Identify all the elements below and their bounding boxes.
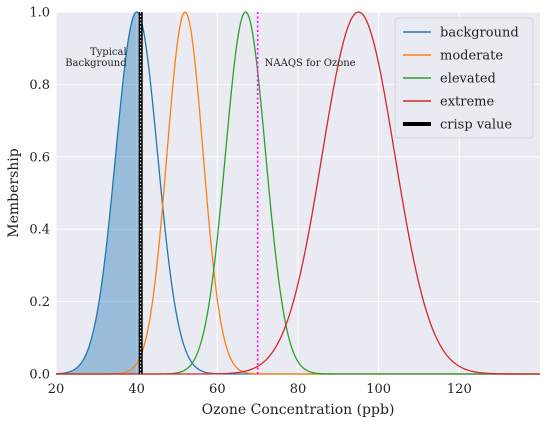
reference-layer: NAAQS for Ozone — [256, 12, 356, 374]
naaqs-reference-label: NAAQS for Ozone — [265, 58, 356, 69]
legend-label: elevated — [440, 72, 496, 87]
y-tick-label: 0.6 — [29, 150, 50, 165]
y-axis-label: Membership — [6, 148, 22, 238]
series-line-extreme — [56, 11, 540, 375]
x-tick-label: 40 — [128, 382, 145, 397]
legend: background moderate elevated extreme crisp v… — [394, 17, 534, 139]
annotation-typical-background-line: Background — [65, 58, 127, 69]
background-fill-area — [56, 12, 141, 374]
legend-label: moderate — [440, 49, 503, 64]
x-tick-label: 120 — [447, 382, 472, 397]
x-tick-label: 80 — [290, 382, 307, 397]
y-tick-label: 0.0 — [29, 368, 50, 383]
x-axis-label: Ozone Concentration (ppb) — [202, 402, 395, 418]
legend-box — [394, 17, 534, 139]
data-layer — [55, 11, 540, 375]
y-tick-label: 0.8 — [29, 78, 50, 93]
y-tick-label: 1.0 — [29, 6, 50, 21]
legend-label: crisp value — [440, 118, 512, 133]
y-tick-label: 0.2 — [29, 295, 50, 310]
x-axis-ticks: 20 40 60 80 100 120 — [48, 382, 472, 397]
y-tick-label: 0.4 — [29, 223, 50, 238]
x-tick-label: 100 — [366, 382, 391, 397]
x-tick-label: 60 — [209, 382, 226, 397]
y-axis-ticks: 0.0 0.2 0.4 0.6 0.8 1.0 — [29, 6, 50, 383]
x-tick-label: 20 — [48, 382, 65, 397]
legend-label: background — [440, 26, 519, 41]
legend-label: extreme — [440, 95, 494, 110]
annotation-typical-background-line: Typical — [90, 47, 127, 58]
